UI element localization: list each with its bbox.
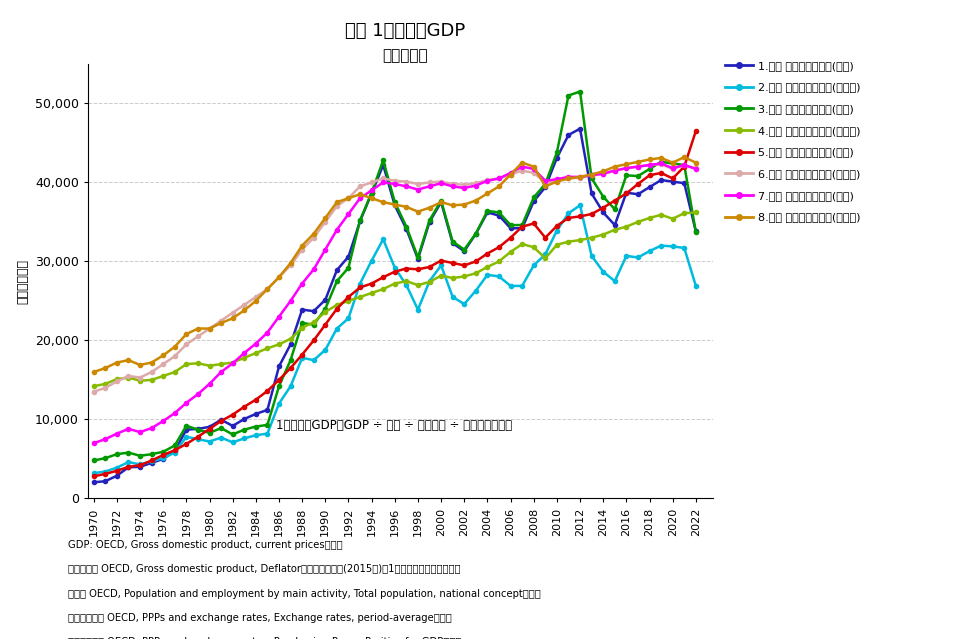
Line: 8.実質 購買力平価換算(固定年): 8.実質 購買力平価換算(固定年) (92, 155, 698, 374)
Line: 4.実質 為替レート換算(固定年): 4.実質 為替レート換算(固定年) (92, 210, 698, 389)
8.実質 購買力平価換算(固定年) (620, 160, 632, 168)
3.実質 為替レート換算(各年) (88, 457, 100, 465)
2.名目 為替レート換算(固定年) (690, 282, 701, 289)
2.名目 為替レート換算(固定年) (551, 227, 563, 235)
Line: 2.名目 為替レート換算(固定年): 2.名目 為替レート換算(固定年) (92, 203, 698, 475)
8.実質 購買力平価換算(固定年) (678, 153, 690, 161)
3.実質 為替レート換算(各年) (632, 173, 644, 180)
4.実質 為替レート換算(固定年) (435, 272, 446, 279)
2.名目 為替レート換算(固定年) (250, 431, 262, 439)
1.名目 為替レート換算(各年) (551, 154, 563, 162)
Text: 日本 1人あたりGDP: 日本 1人あたりGDP (345, 22, 466, 40)
4.実質 為替レート換算(固定年) (620, 223, 632, 231)
2.名目 為替レート換算(固定年) (88, 469, 100, 477)
5.名目 購買力平価換算(各年) (446, 259, 458, 267)
3.実質 為替レート換算(各年) (470, 230, 482, 238)
2.名目 為替レート換算(固定年) (435, 261, 446, 269)
2.名目 為替レート換算(固定年) (470, 287, 482, 295)
6.名目 購買力平価換算(固定年) (250, 293, 262, 301)
1.名目 為替レート換算(各年) (446, 240, 458, 247)
Text: 物価指数： OECD, Gross domestic product, Deflatorの数値を基準年(2015年)で1となるよう計算した数値: 物価指数： OECD, Gross domestic product, Defl… (68, 564, 461, 574)
6.名目 購買力平価換算(固定年) (551, 177, 563, 185)
1.名目 為替レート換算(各年) (88, 479, 100, 486)
4.実質 為替レート換算(固定年) (88, 382, 100, 390)
7.実質 購買力平価換算(各年) (88, 439, 100, 447)
8.実質 購買力平価換算(固定年) (435, 198, 446, 206)
4.実質 為替レート換算(固定年) (446, 274, 458, 282)
Text: 人口： OECD, Population and employment by main activity, Total population, national: 人口： OECD, Population and employment by m… (68, 589, 541, 599)
5.名目 購買力平価換算(各年) (88, 472, 100, 480)
Line: 1.名目 為替レート換算(各年): 1.名目 為替レート換算(各年) (92, 127, 698, 484)
7.実質 購買力平価換算(各年) (551, 176, 563, 183)
8.実質 購買力平価換算(固定年) (470, 197, 482, 204)
5.名目 購買力平価換算(各年) (250, 396, 262, 403)
Line: 6.名目 購買力平価換算(固定年): 6.名目 購買力平価換算(固定年) (92, 162, 698, 394)
8.実質 購買力平価換算(固定年) (690, 159, 701, 167)
8.実質 購買力平価換算(固定年) (250, 297, 262, 305)
3.実質 為替レート換算(各年) (250, 422, 262, 430)
8.実質 購買力平価換算(固定年) (446, 201, 458, 209)
7.実質 購買力平価換算(各年) (250, 340, 262, 348)
7.実質 購買力平価換算(各年) (620, 164, 632, 172)
5.名目 購買力平価換算(各年) (551, 222, 563, 229)
Text: GDP: OECD, Gross domestic product, current pricesの数値: GDP: OECD, Gross domestic product, curre… (68, 540, 343, 550)
Text: ドル換算値: ドル換算値 (383, 48, 428, 63)
1.名目 為替レート換算(各年) (632, 190, 644, 198)
6.名目 購買力平価換算(固定年) (690, 164, 701, 172)
Y-axis label: 金額［ドル］: 金額［ドル］ (17, 259, 29, 304)
6.名目 購買力平価換算(固定年) (435, 178, 446, 185)
Line: 3.実質 為替レート換算(各年): 3.実質 為替レート換算(各年) (92, 89, 698, 463)
6.名目 購買力平価換算(固定年) (470, 180, 482, 187)
3.実質 為替レート換算(各年) (435, 197, 446, 204)
4.実質 為替レート換算(固定年) (551, 241, 563, 249)
2.名目 為替レート換算(固定年) (632, 254, 644, 261)
7.実質 購買力平価換算(各年) (656, 160, 667, 167)
8.実質 購買力平価換算(固定年) (551, 178, 563, 185)
7.実質 購買力平価換算(各年) (435, 180, 446, 187)
7.実質 購買力平価換算(各年) (446, 183, 458, 190)
8.実質 購買力平価換算(固定年) (88, 368, 100, 376)
7.実質 購買力平価換算(各年) (690, 165, 701, 173)
Legend: 1.名目 為替レート換算(各年), 2.名目 為替レート換算(固定年), 3.実質 為替レート換算(各年), 4.実質 為替レート換算(固定年), 5.名目 購: 1.名目 為替レート換算(各年), 2.名目 為替レート換算(固定年), 3.実… (725, 61, 861, 222)
4.実質 為替レート換算(固定年) (250, 350, 262, 357)
5.名目 購買力平価換算(各年) (690, 127, 701, 135)
6.名目 購買力平価換算(固定年) (656, 160, 667, 168)
Text: 1人あたりGDP＝GDP ÷ 人口 ÷ 物価指数 ÷ 通貨交換レート: 1人あたりGDP＝GDP ÷ 人口 ÷ 物価指数 ÷ 通貨交換レート (276, 419, 512, 432)
4.実質 為替レート換算(固定年) (470, 270, 482, 277)
6.名目 購買力平価換算(固定年) (88, 388, 100, 396)
3.実質 為替レート換算(各年) (574, 88, 586, 95)
3.実質 為替レート換算(各年) (551, 148, 563, 156)
7.実質 購買力平価換算(各年) (470, 181, 482, 189)
6.名目 購買力平価換算(固定年) (446, 180, 458, 188)
Text: 為替レート： OECD, PPPs and exchange rates, Exchange rates, period-averageの数値: 為替レート： OECD, PPPs and exchange rates, Ex… (68, 613, 452, 623)
5.名目 購買力平価換算(各年) (620, 190, 632, 197)
3.実質 為替レート換算(各年) (690, 228, 701, 236)
Line: 5.名目 購買力平価換算(各年): 5.名目 購買力平価換算(各年) (92, 129, 698, 479)
4.実質 為替レート換算(固定年) (690, 208, 701, 216)
2.名目 為替レート換算(固定年) (446, 293, 458, 301)
1.名目 為替レート換算(各年) (250, 410, 262, 418)
2.名目 為替レート換算(固定年) (574, 201, 586, 209)
Line: 7.実質 購買力平価換算(各年): 7.実質 購買力平価換算(各年) (92, 162, 698, 445)
5.名目 購買力平価換算(各年) (470, 258, 482, 265)
1.名目 為替レート換算(各年) (435, 198, 446, 206)
5.名目 購買力平価換算(各年) (435, 257, 446, 265)
Text: 購買力平価： OECD, PPPs and exchange rates, Purchasing Power Parities for GDPの数値: 購買力平価： OECD, PPPs and exchange rates, Pu… (68, 637, 462, 639)
3.実質 為替レート換算(各年) (446, 238, 458, 245)
6.名目 購買力平価換算(固定年) (620, 164, 632, 172)
1.名目 為替レート換算(各年) (470, 230, 482, 238)
1.名目 為替レート換算(各年) (690, 227, 701, 235)
1.名目 為替レート換算(各年) (574, 125, 586, 132)
